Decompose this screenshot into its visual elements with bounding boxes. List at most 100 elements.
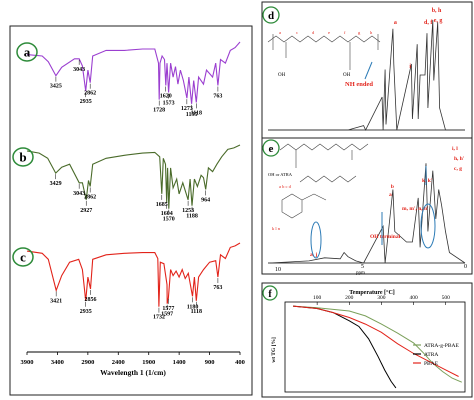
ftir-peak-label: 763 <box>213 285 222 291</box>
ftir-peak-label: 2856 <box>85 297 97 303</box>
ftir-peak-label: 1620 <box>160 94 172 100</box>
nmr-d-peak-label: e, g <box>434 18 443 24</box>
svg-text:f: f <box>344 30 346 35</box>
ftir-peak-label: 1577 <box>162 306 174 312</box>
ftir-peak-label: 1604 <box>161 211 173 217</box>
tga-x-tick-label: 200 <box>345 295 354 301</box>
panel-label-d-text: d <box>268 10 274 22</box>
ftir-tick-group: 3900 3400 2900 2400 1900 1400 900 400 <box>21 352 245 366</box>
ftir-x-tick-label: 1900 <box>142 359 155 366</box>
tga-series-line <box>292 305 397 389</box>
nmr-panel-d: a i d, f b, h e, g NH ended a c d e f g h OH OH <box>261 1 473 139</box>
ftir-peak-label: 1118 <box>191 110 202 116</box>
nmr-e-peak-label: i, l <box>452 146 458 152</box>
ftir-series-a-line <box>26 41 241 104</box>
tga-legend: ATRA-g-PBAE ATRA PBAE <box>413 343 459 367</box>
panel-label-e: e <box>262 139 280 157</box>
ftir-peak-label: 3043 <box>73 191 85 197</box>
nmr-e-spectrum-group: i, lh, h'bac, gk, k'm, m', n, n'a, jOH t… <box>269 146 466 264</box>
nmr-e-molecule-structure <box>279 143 369 219</box>
nmr-d-peak-label: b, h <box>432 8 442 14</box>
ftir-peak-label: 2927 <box>80 208 92 214</box>
nmr-d-spectrum-line <box>270 19 465 131</box>
ftir-peak-label: 1118 <box>191 309 202 315</box>
nmr-e-peak-label: OH terminal <box>370 234 401 240</box>
ftir-series-b-line <box>26 144 241 209</box>
nmr-d-nh-ended-label: NH ended <box>345 81 373 88</box>
nmr-d-molecule-structure <box>267 34 381 70</box>
ftir-series-group: 3425304329352862172816201573127311951118… <box>26 41 241 321</box>
nmr-e-frame <box>261 137 473 275</box>
ftir-x-tick-label: 900 <box>205 359 215 366</box>
tga-x-tick-label: 400 <box>409 295 418 301</box>
tga-series-line <box>292 305 462 383</box>
ftir-x-tick-label: 1400 <box>173 359 186 366</box>
nmr-d-peak-label: d, f <box>424 20 433 26</box>
nmr-e-struct-letters-b: k l n <box>272 226 281 231</box>
nmr-e-peak-label: b <box>391 184 394 190</box>
nmr-e-ppm-tick-5: 5 <box>361 264 364 270</box>
nmr-d-nh-arrow <box>364 61 373 80</box>
svg-text:d: d <box>312 30 315 35</box>
nmr-panel-e: i, lh, h'bac, gk, k'm, m', n, n'a, jOH t… <box>261 137 473 276</box>
panel-label-c: c <box>12 247 34 267</box>
ftir-peak-label: 3429 <box>50 181 62 187</box>
ftir-peak-label: 2935 <box>80 309 92 315</box>
nmr-e-highlight-right <box>420 203 436 249</box>
panel-label-f: f <box>262 285 278 301</box>
tga-legend-entry: ATRA <box>424 352 438 358</box>
ftir-peak-label: 1597 <box>161 312 173 318</box>
nmr-e-peak-label: m, m', n, n' <box>402 206 429 212</box>
nmr-e-peak-label: k, k' <box>422 178 433 184</box>
ftir-peak-label: 1570 <box>163 217 175 223</box>
nmr-e-ppm-label: ppm <box>356 271 365 276</box>
ftir-x-tick-label: 3900 <box>21 359 34 366</box>
ftir-x-tick-label: 3400 <box>51 359 64 366</box>
svg-text:e: e <box>328 30 330 35</box>
ftir-peak-label: 763 <box>213 94 222 100</box>
ftir-peak-label: 1732 <box>153 315 165 321</box>
ftir-peak-label: 1188 <box>186 214 198 220</box>
tga-frame <box>261 282 473 398</box>
panel-label-a: a <box>16 42 38 62</box>
ftir-peak-label: 2935 <box>80 99 92 105</box>
ftir-peak-label: 1253 <box>182 208 194 214</box>
panel-label-c-text: c <box>20 250 26 265</box>
ftir-peak-label: 1180 <box>187 304 199 310</box>
tga-plot-area <box>284 301 466 393</box>
ftir-peak-label: 1728 <box>153 108 165 114</box>
panel-label-e-text: e <box>269 143 274 155</box>
nmr-d-spectrum-group: a i d, f b, h e, g NH ended <box>270 8 465 131</box>
ftir-peak-label: 3043 <box>73 67 85 73</box>
tga-legend-entry: PBAE <box>424 361 439 367</box>
nmr-e-peak-label: a <box>389 192 392 198</box>
ftir-x-axis-label: Wavelength 1 (1/cm) <box>100 368 166 377</box>
nmr-e-peak-label: h, h' <box>454 156 465 162</box>
tga-x-tick-label: 500 <box>442 295 451 301</box>
panel-label-b: b <box>12 147 34 167</box>
ftir-peak-label: 1195 <box>186 112 198 118</box>
nmr-e-spectrum-line <box>269 163 466 264</box>
ftir-peak-label: 3421 <box>50 298 62 304</box>
ftir-peak-label: 2862 <box>84 194 96 200</box>
ftir-peak-label: 1685 <box>156 202 168 208</box>
nmr-e-struct-letters-a: a b c d <box>279 184 292 189</box>
panel-label-d: d <box>262 6 280 24</box>
nmr-e-ppm-tick-0: 0 <box>464 264 467 270</box>
tga-legend-entry: ATRA-g-PBAE <box>424 343 459 349</box>
nmr-d-peak-label: i <box>409 64 411 70</box>
ftir-x-tick-label: 400 <box>235 359 245 366</box>
ftir-peak-label: 3425 <box>50 84 62 90</box>
tga-x-tick-label: 100 <box>313 295 322 301</box>
nmr-e-highlight-left <box>310 221 322 259</box>
nmr-d-peak-label: a <box>394 20 397 26</box>
ftir-peak-label: 2862 <box>84 91 96 97</box>
panel-label-a-text: a <box>24 45 31 60</box>
ftir-panel: 3900 3400 2900 2400 1900 1400 900 400 Wavelengt… <box>9 25 253 396</box>
ftir-x-tick-label: 2400 <box>112 359 125 366</box>
ftir-peak-label: 1573 <box>163 101 175 107</box>
tga-x-tick-label: 300 <box>377 295 386 301</box>
ftir-series-c-line <box>26 242 241 307</box>
